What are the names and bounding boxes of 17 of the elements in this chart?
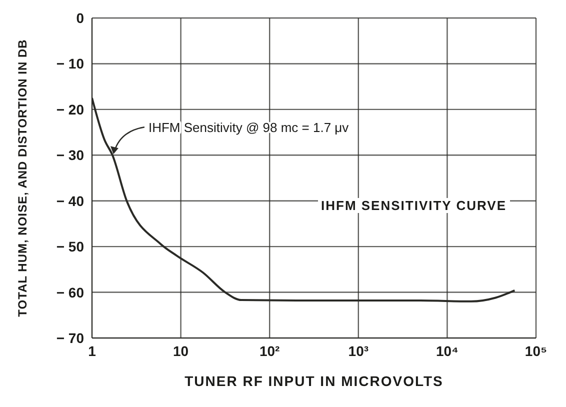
y-tick-label: − 40 xyxy=(56,192,84,209)
y-tick-label: − 10 xyxy=(56,56,84,72)
x-tick-label: 10³ xyxy=(348,342,369,359)
x-tick-label: 10⁴ xyxy=(436,342,459,359)
x-tick-label: 1 xyxy=(88,342,96,359)
y-axis-title: TOTAL HUM, NOISE, AND DISTORTION IN DB xyxy=(15,39,30,317)
y-tick-label: 0 xyxy=(76,10,84,26)
y-tick-label: − 60 xyxy=(56,284,84,300)
x-tick-label: 10⁵ xyxy=(524,342,548,359)
y-tick-label: − 20 xyxy=(56,101,84,118)
x-tick-label: 10 xyxy=(173,342,189,359)
y-tick-label: − 70 xyxy=(56,330,84,346)
x-tick-label: 10² xyxy=(259,342,280,359)
x-axis-title: TUNER RF INPUT IN MICROVOLTS xyxy=(184,373,444,389)
y-tick-label: − 30 xyxy=(56,147,84,164)
annotation: IHFM SENSITIVITY CURVE xyxy=(318,198,510,213)
y-tick-label: − 50 xyxy=(56,238,84,255)
